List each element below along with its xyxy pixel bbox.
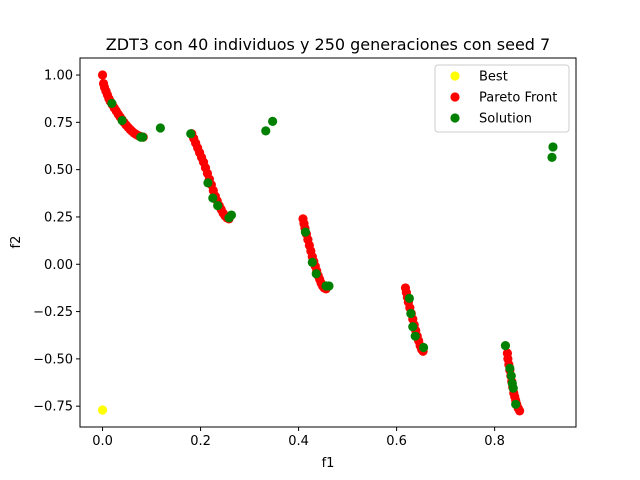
data-point: [155, 123, 165, 133]
data-point: [511, 399, 521, 409]
data-point: [268, 116, 278, 126]
legend-entry: Solution: [479, 112, 532, 127]
data-point: [547, 152, 557, 162]
data-point: [186, 129, 196, 139]
y-tick-label: 0.00: [44, 258, 73, 273]
x-axis: 0.0 0.2 0.4 0.6 0.8: [92, 427, 505, 449]
data-point: [261, 126, 271, 136]
data-point: [418, 342, 429, 353]
series-best: [97, 405, 108, 415]
data-point: [138, 132, 148, 142]
legend-entry: Best: [479, 70, 508, 85]
plot-area: [97, 70, 558, 416]
y-tick-label: 0.75: [44, 116, 73, 131]
data-point: [97, 70, 108, 80]
data-point: [508, 383, 518, 393]
data-point: [307, 257, 317, 267]
y-tick-label: 1.00: [44, 69, 73, 84]
data-point: [107, 98, 117, 109]
y-tick-label: 0.25: [44, 210, 73, 225]
legend-box: [434, 64, 570, 133]
data-point: [311, 269, 321, 279]
series-solution: [107, 98, 558, 409]
data-point: [404, 293, 414, 303]
x-tick-label: 0.0: [92, 434, 113, 449]
axes-frame: [79, 57, 577, 428]
legend-marker: [450, 113, 460, 123]
legend-marker: [450, 71, 460, 81]
x-tick-label: 0.2: [190, 434, 211, 449]
data-point: [213, 201, 223, 211]
y-tick-label: 0.50: [44, 163, 73, 178]
y-axis-label: f2: [9, 236, 24, 249]
data-point: [203, 178, 213, 188]
data-point: [226, 210, 237, 220]
data-point: [208, 193, 218, 203]
legend: Best Pareto Front Solution: [434, 64, 570, 133]
y-tick-label: −0.75: [33, 400, 73, 415]
x-tick-label: 0.4: [288, 434, 309, 449]
data-point: [548, 142, 558, 152]
chart-title: ZDT3 con 40 individuos y 250 generacione…: [106, 35, 550, 54]
data-point: [406, 308, 416, 319]
legend-marker: [450, 92, 460, 102]
data-point: [500, 341, 511, 351]
data-point: [408, 322, 418, 332]
y-tick-label: −0.50: [33, 352, 73, 367]
data-point: [515, 406, 525, 416]
y-axis: −0.75 −0.50 −0.25 0.00 0.25 0.50 0.75 1.00: [33, 69, 80, 415]
legend-entry: Pareto Front: [479, 91, 557, 106]
x-axis-label: f1: [322, 456, 335, 471]
data-point: [324, 281, 334, 291]
x-tick-label: 0.8: [484, 434, 505, 449]
data-point: [117, 115, 127, 126]
data-point: [506, 371, 516, 381]
data-point: [410, 331, 420, 341]
data-point: [97, 405, 108, 415]
y-tick-label: −0.25: [33, 305, 73, 320]
data-point: [505, 363, 515, 373]
data-point: [300, 227, 311, 237]
x-tick-label: 0.6: [386, 434, 407, 449]
